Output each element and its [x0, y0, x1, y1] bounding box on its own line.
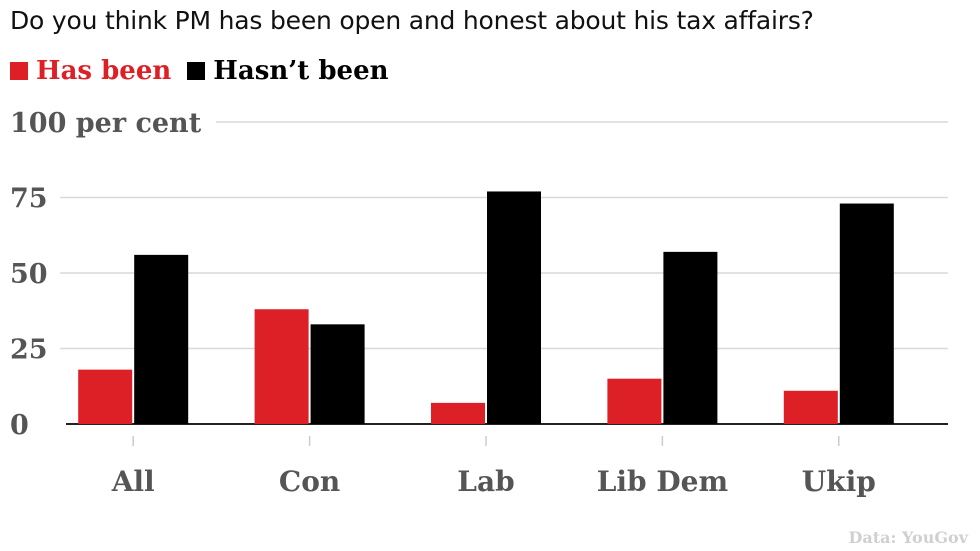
bar-hasnt-been-lab [487, 191, 541, 424]
x-tick-label: Lab [457, 465, 514, 498]
legend-item-hasnt-been: Hasn’t been [187, 56, 389, 86]
legend-item-has-been: Has been [10, 56, 171, 86]
legend-label-hasnt-been: Hasn’t been [213, 56, 389, 86]
x-tick-label: Con [279, 465, 340, 498]
y-tick-label: 25 [10, 335, 48, 366]
bar-has-been-lib-dem [607, 378, 662, 424]
bar-has-been-all [78, 369, 133, 424]
source-credit: Data: YouGov [848, 528, 968, 547]
y-tick-label: 100 per cent [10, 108, 202, 139]
bar-hasnt-been-ukip [839, 203, 894, 424]
bar-hasnt-been-con [310, 324, 365, 424]
bar-hasnt-been-lib-dem [663, 251, 718, 424]
y-tick-label: 50 [10, 259, 48, 290]
bar-has-been-lab [431, 402, 485, 424]
legend-label-has-been: Has been [36, 56, 172, 86]
y-tick-label: 0 [10, 410, 29, 441]
bar-has-been-ukip [783, 390, 838, 424]
x-tick-label: Lib Dem [597, 465, 728, 498]
bar-hasnt-been-all [134, 254, 189, 424]
chart-title: Do you think PM has been open and honest… [10, 6, 814, 35]
y-tick-label: 75 [10, 184, 48, 215]
x-tick-label: All [111, 465, 155, 498]
chart-legend: Has been Hasn’t been [10, 56, 405, 86]
legend-swatch-hasnt-been [187, 62, 206, 80]
x-tick-label: Ukip [802, 465, 876, 498]
bar-has-been-con [254, 309, 309, 424]
legend-swatch-has-been [10, 62, 28, 80]
